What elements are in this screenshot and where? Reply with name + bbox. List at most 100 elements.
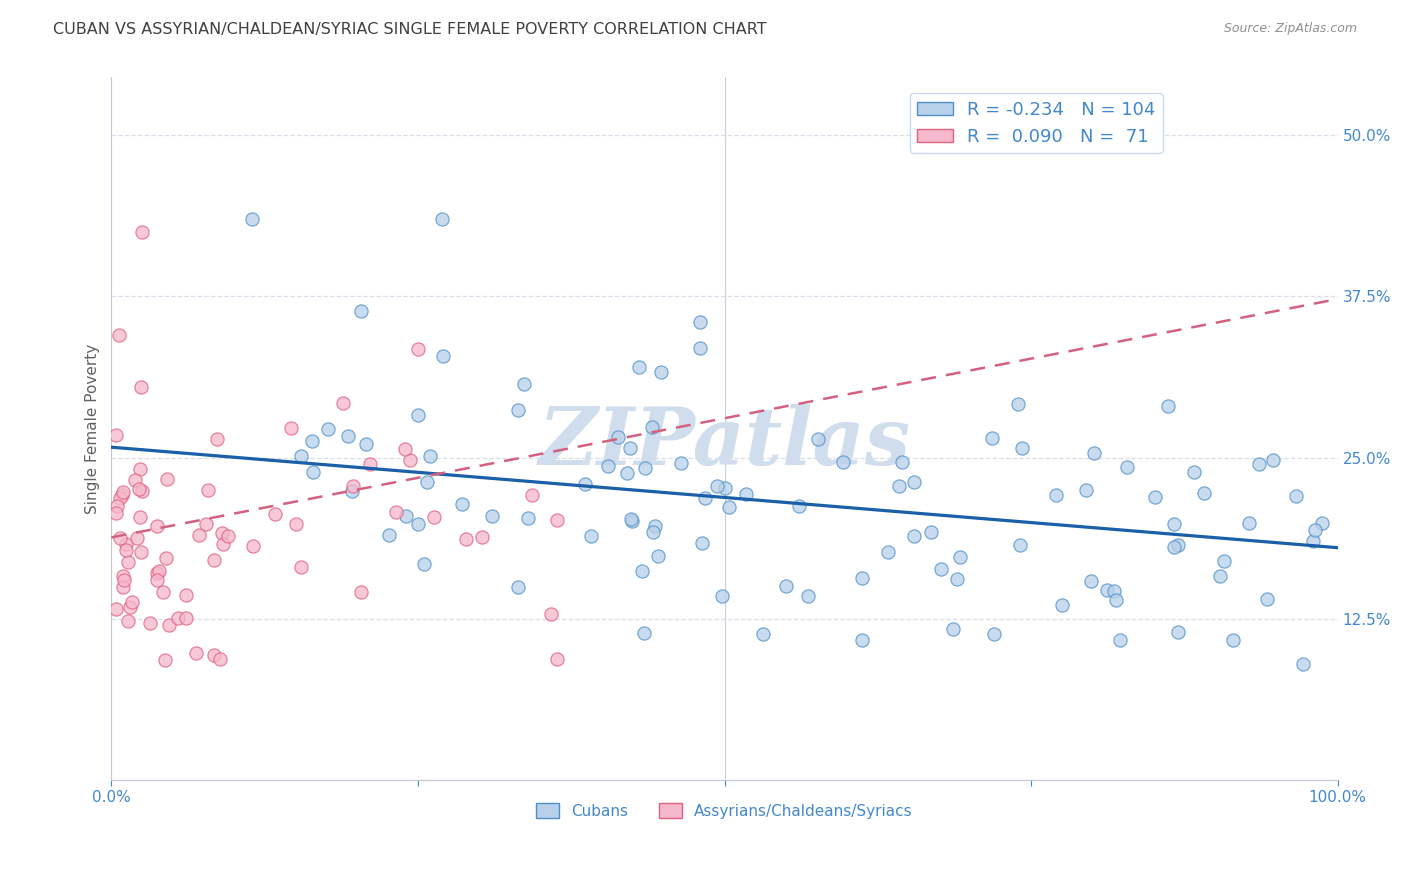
Point (1237, 516, 1260, 530)
Point (336, 429, 359, 443)
Point (280, 421, 302, 435)
Point (1050, 598, 1073, 612)
Point (650, 365, 672, 379)
Point (301, 434, 323, 448)
Point (775, 579, 797, 593)
Point (949, 550, 972, 565)
Point (406, 342, 429, 356)
Point (394, 442, 416, 457)
Point (481, 508, 503, 523)
Point (395, 508, 418, 523)
Point (1256, 591, 1278, 606)
Point (316, 422, 339, 436)
Point (406, 408, 429, 422)
Point (689, 315, 711, 329)
Point (713, 481, 735, 495)
Point (1292, 657, 1315, 671)
Point (890, 455, 912, 469)
Point (285, 517, 308, 532)
Point (627, 360, 650, 375)
Point (131, 484, 153, 499)
Point (1109, 632, 1132, 647)
Point (406, 516, 429, 531)
Point (108, 491, 131, 506)
Point (546, 652, 568, 666)
Point (1163, 541, 1185, 555)
Point (167, 611, 190, 625)
Point (454, 532, 477, 546)
Point (121, 595, 143, 609)
Text: Source: ZipAtlas.com: Source: ZipAtlas.com (1223, 22, 1357, 36)
Point (1163, 517, 1185, 532)
Point (1007, 397, 1029, 411)
Point (1192, 486, 1215, 500)
Point (876, 545, 898, 559)
Point (1263, 453, 1285, 467)
Point (644, 519, 666, 533)
Point (146, 519, 169, 533)
Point (148, 564, 170, 578)
Point (540, 607, 562, 621)
Point (385, 505, 408, 519)
Point (202, 648, 225, 662)
Point (145, 566, 167, 580)
Point (903, 475, 925, 489)
Point (640, 420, 662, 434)
Point (1222, 633, 1244, 648)
Point (207, 432, 229, 446)
Point (522, 488, 544, 502)
Point (332, 396, 354, 410)
Point (350, 584, 373, 599)
Point (1105, 593, 1128, 607)
Point (202, 553, 225, 567)
Point (735, 487, 758, 501)
Point (787, 500, 810, 514)
Point (212, 536, 235, 550)
Point (195, 517, 218, 532)
Point (419, 449, 441, 463)
Point (108, 532, 131, 546)
Point (129, 545, 152, 559)
Point (112, 580, 135, 594)
Point (981, 431, 1004, 445)
Point (718, 500, 741, 514)
Point (174, 611, 197, 625)
Point (342, 479, 364, 493)
Point (217, 529, 239, 543)
Text: ZIPatlas: ZIPatlas (538, 404, 911, 482)
Point (903, 529, 925, 543)
Point (290, 560, 312, 574)
Point (752, 627, 775, 641)
Point (574, 476, 596, 491)
Point (124, 473, 146, 487)
Point (186, 646, 208, 660)
Point (807, 433, 830, 447)
Point (290, 449, 312, 463)
Point (693, 491, 716, 505)
Point (264, 508, 287, 522)
Point (689, 341, 711, 355)
Point (711, 589, 734, 603)
Point (942, 622, 965, 636)
Point (1312, 516, 1334, 530)
Point (1045, 488, 1067, 502)
Point (242, 212, 264, 227)
Point (112, 484, 135, 499)
Point (128, 510, 150, 524)
Point (211, 525, 233, 540)
Point (127, 531, 149, 545)
Point (512, 376, 534, 391)
Point (931, 562, 953, 576)
Point (598, 459, 620, 474)
Point (983, 626, 1005, 640)
Point (546, 513, 568, 527)
Point (945, 572, 967, 586)
Point (354, 437, 377, 451)
Point (832, 455, 855, 469)
Legend: Cubans, Assyrians/Chaldeans/Syriacs: Cubans, Assyrians/Chaldeans/Syriacs (530, 797, 920, 824)
Point (104, 428, 127, 442)
Point (1167, 538, 1189, 552)
Point (508, 402, 530, 417)
Point (117, 556, 139, 570)
Point (197, 483, 219, 497)
